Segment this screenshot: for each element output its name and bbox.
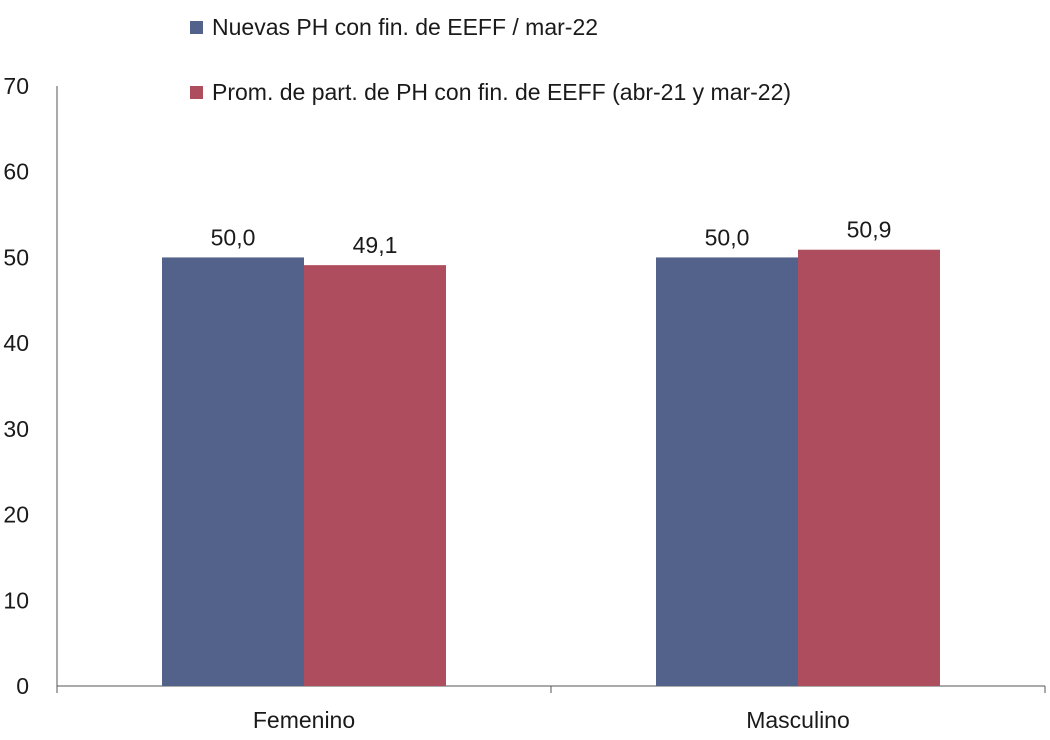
y-tick-label: 60	[3, 159, 29, 185]
legend-swatch	[190, 21, 203, 34]
x-category-label: Femenino	[253, 707, 355, 733]
data-label: 50,0	[211, 224, 256, 250]
y-tick-label: 20	[3, 502, 29, 528]
legend-label: Prom. de part. de PH con fin. de EEFF (a…	[212, 79, 791, 105]
y-tick-label: 0	[16, 673, 29, 699]
y-tick-label: 40	[3, 330, 29, 356]
y-tick-label: 10	[3, 587, 29, 613]
y-tick-label: 70	[3, 73, 29, 99]
bars	[162, 249, 940, 686]
axes: 0 10 20 30 40 50 60 70 Femenino Masculino	[3, 73, 1046, 733]
y-tick-label: 30	[3, 416, 29, 442]
data-label: 49,1	[353, 232, 398, 258]
legend-swatch	[190, 86, 203, 99]
legend-label: Nuevas PH con fin. de EEFF / mar-22	[212, 14, 598, 40]
y-tick-label: 50	[3, 244, 29, 270]
bar-nuevas-ph-femenino	[162, 257, 304, 686]
legend: Nuevas PH con fin. de EEFF / mar-22 Prom.…	[190, 14, 791, 105]
data-label: 50,9	[847, 217, 892, 243]
data-label: 50,0	[705, 224, 750, 250]
bar-nuevas-ph-masculino	[656, 257, 798, 686]
bar-promedio-ph-masculino	[798, 249, 940, 686]
bar-promedio-ph-femenino	[304, 265, 446, 686]
x-category-label: Masculino	[746, 707, 850, 733]
data-labels: 50,0 49,1 50,0 50,9	[211, 217, 892, 258]
